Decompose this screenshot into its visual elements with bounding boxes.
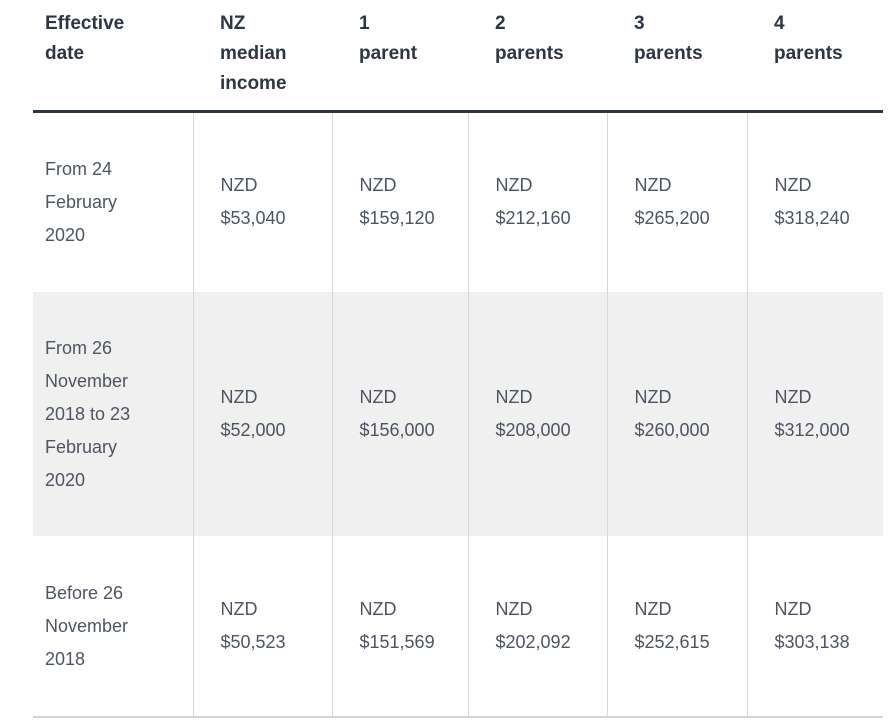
income-thresholds-section: Effective date NZ median income 1 parent… [33,0,883,718]
amount-cell-1-parent: NZD $151,569 [331,536,468,718]
col-header-nz-median-income: NZ median income [193,0,332,113]
table-row-before-26-november-2018: Before 26 November 2018 NZD $50,523 NZD … [33,536,883,718]
table-row-from-26-november-2018: From 26 November 2018 to 23 February 202… [33,292,883,536]
median-income-cell: NZD $50,523 [192,536,332,718]
effective-date-cell: From 26 November 2018 to 23 February 202… [33,292,193,536]
income-thresholds-table: Effective date NZ median income 1 parent… [33,0,883,718]
amount-cell-3-parents: NZD $265,200 [606,111,747,292]
col-header-1-parent: 1 parent [332,0,468,113]
amount-cell-2-parents: NZD $212,160 [467,111,607,292]
col-header-effective-date: Effective date [33,0,193,113]
median-income-cell: NZD $53,040 [192,111,332,292]
amount-cell-4-parents: NZD $312,000 [746,292,883,536]
col-header-2-parents: 2 parents [468,0,607,113]
col-header-4-parents: 4 parents [747,0,883,113]
amount-cell-2-parents: NZD $208,000 [467,292,607,536]
amount-cell-4-parents: NZD $303,138 [746,536,883,718]
effective-date-cell: Before 26 November 2018 [33,536,193,718]
median-income-cell: NZD $52,000 [192,292,332,536]
amount-cell-2-parents: NZD $202,092 [467,536,607,718]
amount-cell-1-parent: NZD $159,120 [331,111,468,292]
col-header-3-parents: 3 parents [607,0,747,113]
table-header-row: Effective date NZ median income 1 parent… [33,0,883,113]
amount-cell-3-parents: NZD $252,615 [606,536,747,718]
amount-cell-3-parents: NZD $260,000 [606,292,747,536]
table-row-from-24-february-2020: From 24 February 2020 NZD $53,040 NZD $1… [33,111,883,292]
amount-cell-1-parent: NZD $156,000 [331,292,468,536]
amount-cell-4-parents: NZD $318,240 [746,111,883,292]
effective-date-cell: From 24 February 2020 [45,158,118,245]
